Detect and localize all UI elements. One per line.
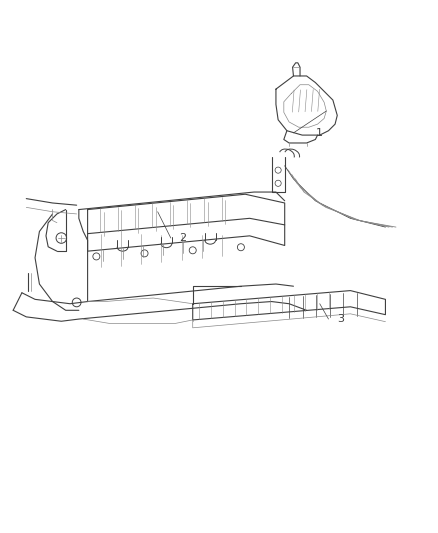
Text: 1: 1 — [315, 128, 322, 138]
Text: 2: 2 — [180, 233, 187, 243]
Text: 3: 3 — [337, 314, 344, 324]
